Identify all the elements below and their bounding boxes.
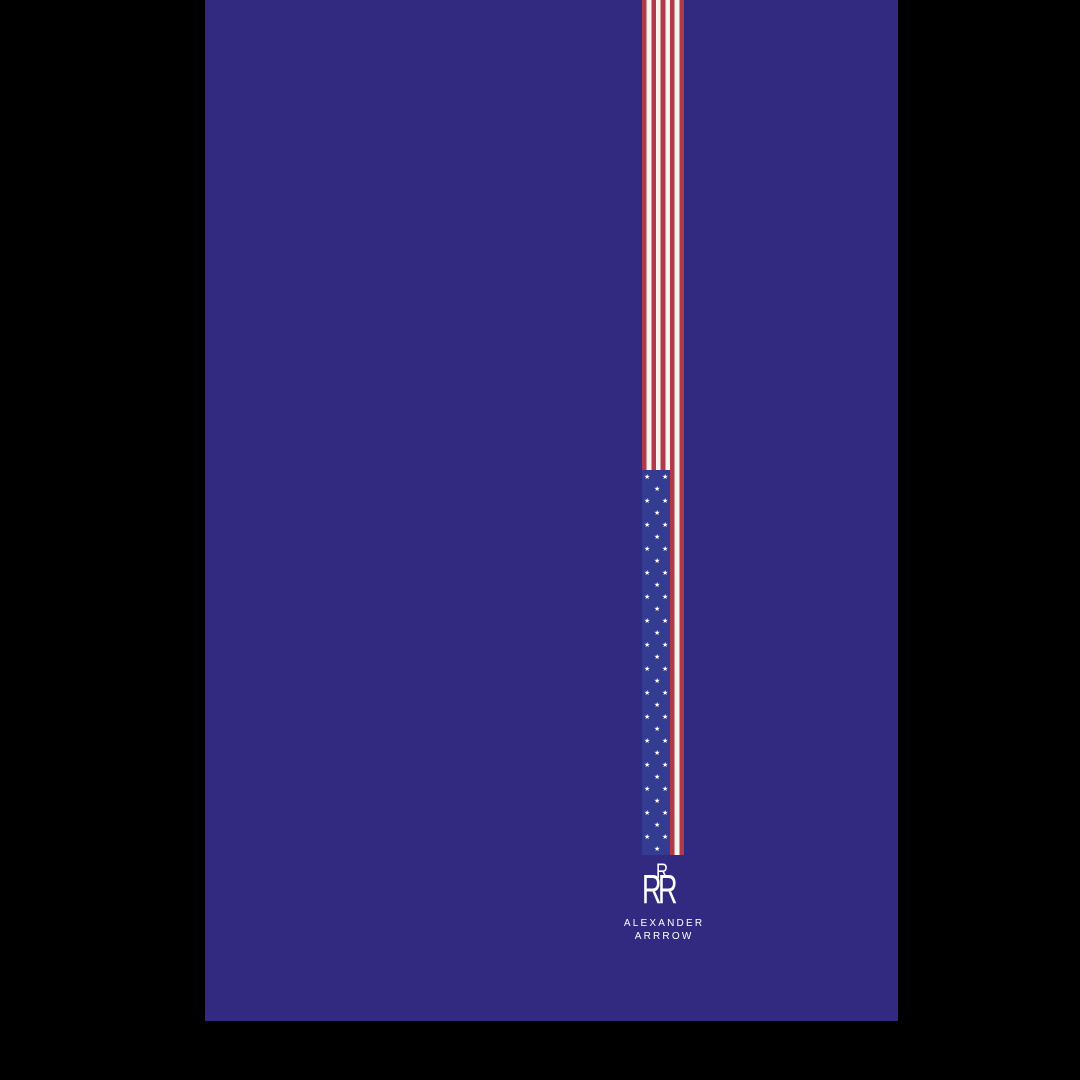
star-icon: ★: [662, 737, 669, 745]
monogram-letter-bottom-left: R: [642, 866, 662, 912]
star-icon: ★: [654, 821, 661, 829]
star-icon: ★: [662, 833, 669, 841]
star-icon: ★: [654, 605, 661, 613]
star-icon: ★: [644, 617, 651, 625]
star-icon: ★: [644, 593, 651, 601]
star-icon: ★: [662, 809, 669, 817]
star-icon: ★: [662, 545, 669, 553]
star-icon: ★: [644, 641, 651, 649]
star-icon: ★: [662, 689, 669, 697]
notebook-cover: ★ ★ ★ ★ ★ ★ ★ ★ ★ ★ ★ ★ ★ ★ ★ ★ ★ ★ ★ ★ ★ ★ ★ ★ ★ ★ ★ ★ ★ ★ ★ ★ ★ ★ ★ ★ ★ ★ ★ ★…: [205, 0, 898, 1021]
star-icon: ★: [662, 473, 669, 481]
star-icon: ★: [644, 545, 651, 553]
star-icon: ★: [654, 797, 661, 805]
star-icon: ★: [644, 473, 651, 481]
star-icon: ★: [644, 521, 651, 529]
star-icon: ★: [654, 653, 661, 661]
star-icon: ★: [644, 833, 651, 841]
star-icon: ★: [654, 749, 661, 757]
star-icon: ★: [654, 701, 661, 709]
star-icon: ★: [644, 689, 651, 697]
flag-union-panel: ★ ★ ★ ★ ★ ★ ★ ★ ★ ★ ★ ★ ★ ★ ★ ★ ★ ★ ★ ★ ★ ★ ★ ★ ★ ★ ★ ★ ★ ★ ★ ★ ★ ★ ★ ★ ★ ★ ★ ★…: [642, 470, 670, 855]
brand-logo: R R R ALEXANDER ARRROW: [205, 0, 898, 1021]
star-icon: ★: [654, 725, 661, 733]
star-icon: ★: [662, 569, 669, 577]
brand-wordmark: ALEXANDER ARRROW: [583, 917, 743, 943]
star-icon: ★: [654, 629, 661, 637]
star-icon: ★: [662, 785, 669, 793]
monogram-letter-top: R: [656, 860, 669, 883]
star-icon: ★: [662, 713, 669, 721]
star-icon: ★: [654, 533, 661, 541]
star-icon: ★: [644, 785, 651, 793]
star-icon: ★: [654, 485, 661, 493]
star-icon: ★: [662, 521, 669, 529]
star-icon: ★: [654, 557, 661, 565]
star-icon: ★: [662, 665, 669, 673]
star-icon: ★: [654, 677, 661, 685]
star-icon: ★: [654, 509, 661, 517]
star-icon: ★: [654, 845, 661, 853]
star-icon: ★: [662, 641, 669, 649]
star-icon: ★: [644, 497, 651, 505]
star-icon: ★: [662, 761, 669, 769]
star-icon: ★: [644, 809, 651, 817]
star-icon: ★: [662, 497, 669, 505]
monogram-letter-bottom-right: R: [658, 866, 678, 912]
star-icon: ★: [644, 569, 651, 577]
brand-name-line1: ALEXANDER: [623, 918, 705, 929]
star-icon: ★: [644, 665, 651, 673]
star-icon: ★: [644, 713, 651, 721]
star-icon: ★: [654, 773, 661, 781]
star-icon: ★: [654, 581, 661, 589]
star-icon: ★: [662, 593, 669, 601]
star-icon: ★: [662, 617, 669, 625]
brand-name-line2: ARRROW: [634, 931, 694, 942]
star-icon: ★: [644, 737, 651, 745]
star-icon: ★: [644, 761, 651, 769]
